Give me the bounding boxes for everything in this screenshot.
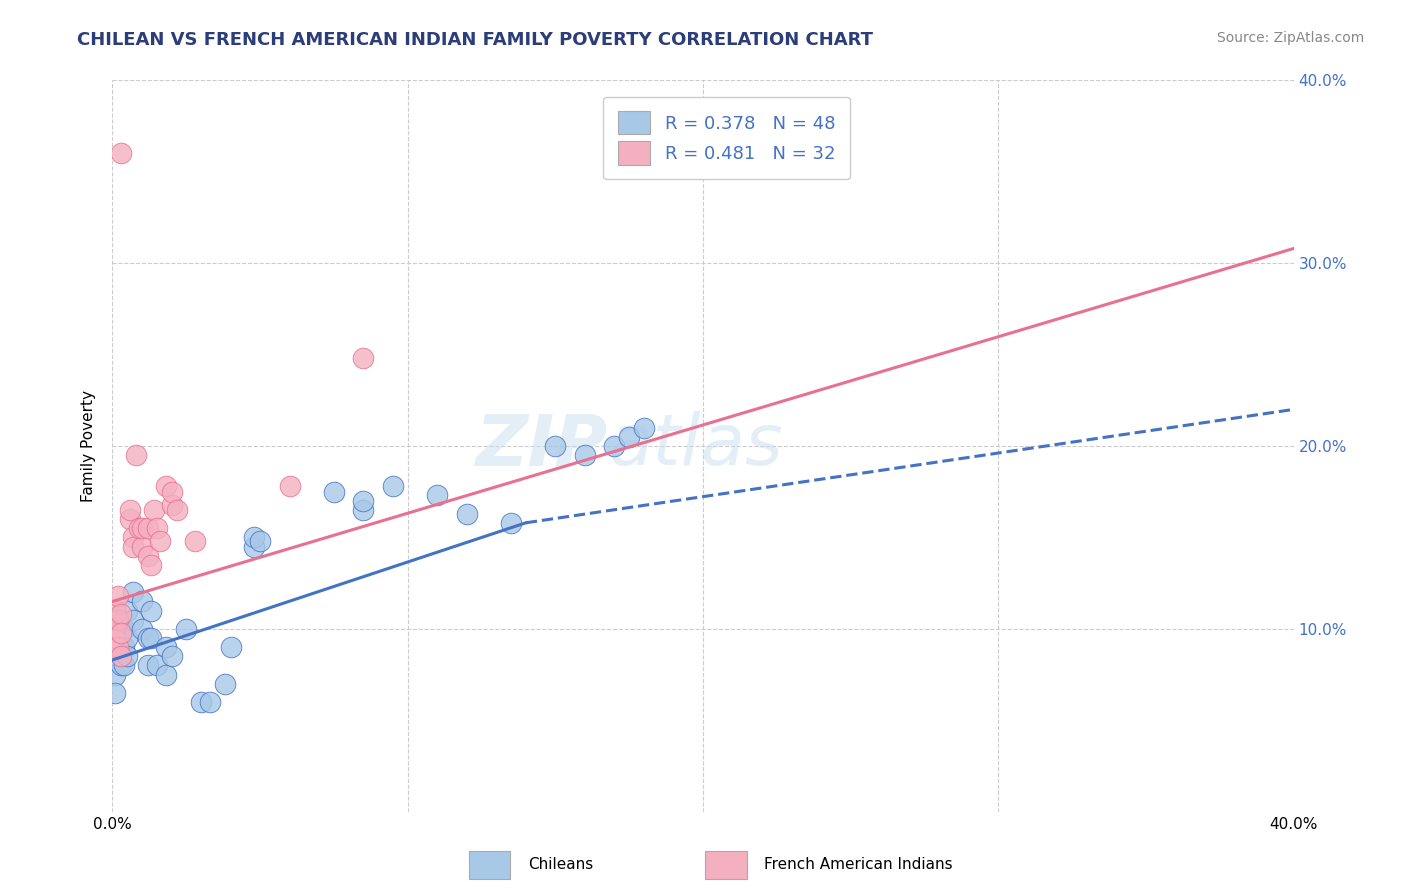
Point [146,521,169,535]
Point [104,686,127,700]
Point [142,503,165,517]
Point [104,649,127,664]
Point [544,439,567,453]
Point [131,521,153,535]
Legend: R = 0.378   N = 48, R = 0.481   N = 32: R = 0.378 N = 48, R = 0.481 N = 32 [603,96,849,179]
Point [131,594,153,608]
Point [107,631,129,645]
Point [149,534,172,549]
Point [136,631,159,645]
Point [501,516,523,530]
Point [120,503,142,517]
Point [243,530,266,544]
Point [160,498,183,512]
Point [120,512,142,526]
Point [110,640,132,655]
Point [139,631,162,645]
Point [122,613,145,627]
Point [139,603,162,617]
Point [146,658,169,673]
Point [110,625,132,640]
Point [107,613,129,627]
Point [112,622,135,636]
Point [619,430,641,444]
Text: Chileans: Chileans [529,857,593,872]
Point [382,479,405,493]
Point [112,658,135,673]
Point [166,503,188,517]
FancyBboxPatch shape [470,851,510,879]
Point [104,631,127,645]
Point [122,585,145,599]
Point [136,658,159,673]
Point [184,534,207,549]
Point [139,558,162,572]
Point [243,540,266,554]
Point [128,521,150,535]
Point [110,146,132,161]
Text: atlas: atlas [609,411,783,481]
Point [352,351,374,366]
Point [110,649,132,664]
Point [219,640,242,655]
Point [131,622,153,636]
Point [110,658,132,673]
Point [107,589,129,603]
Point [117,649,138,664]
Point [125,448,148,462]
Point [117,631,138,645]
Point [107,640,129,655]
Point [190,695,212,709]
Point [104,622,127,636]
Point [574,448,596,462]
Point [214,676,236,690]
Point [107,649,129,664]
Point [352,494,374,508]
Point [117,603,138,617]
Point [104,631,127,645]
Point [104,667,127,681]
Point [323,484,346,499]
Text: ZIP: ZIP [477,411,609,481]
Point [136,521,159,535]
Point [198,695,221,709]
Point [110,607,132,622]
Point [110,622,132,636]
Point [456,507,478,521]
Point [426,488,449,502]
Text: CHILEAN VS FRENCH AMERICAN INDIAN FAMILY POVERTY CORRELATION CHART: CHILEAN VS FRENCH AMERICAN INDIAN FAMILY… [77,31,873,49]
Point [104,603,127,617]
Point [155,667,177,681]
Point [155,640,177,655]
Point [122,540,145,554]
Point [278,479,301,493]
FancyBboxPatch shape [706,851,747,879]
Point [107,613,129,627]
Point [112,640,135,655]
Text: Source: ZipAtlas.com: Source: ZipAtlas.com [1216,31,1364,45]
Text: French American Indians: French American Indians [765,857,953,872]
Point [352,503,374,517]
Point [155,479,177,493]
Point [633,421,655,435]
Y-axis label: Family Poverty: Family Poverty [80,390,96,502]
Point [104,640,127,655]
Point [174,622,197,636]
Point [603,439,626,453]
Point [131,540,153,554]
Point [160,484,183,499]
Point [160,649,183,664]
Point [249,534,271,549]
Point [122,530,145,544]
Point [136,549,159,563]
